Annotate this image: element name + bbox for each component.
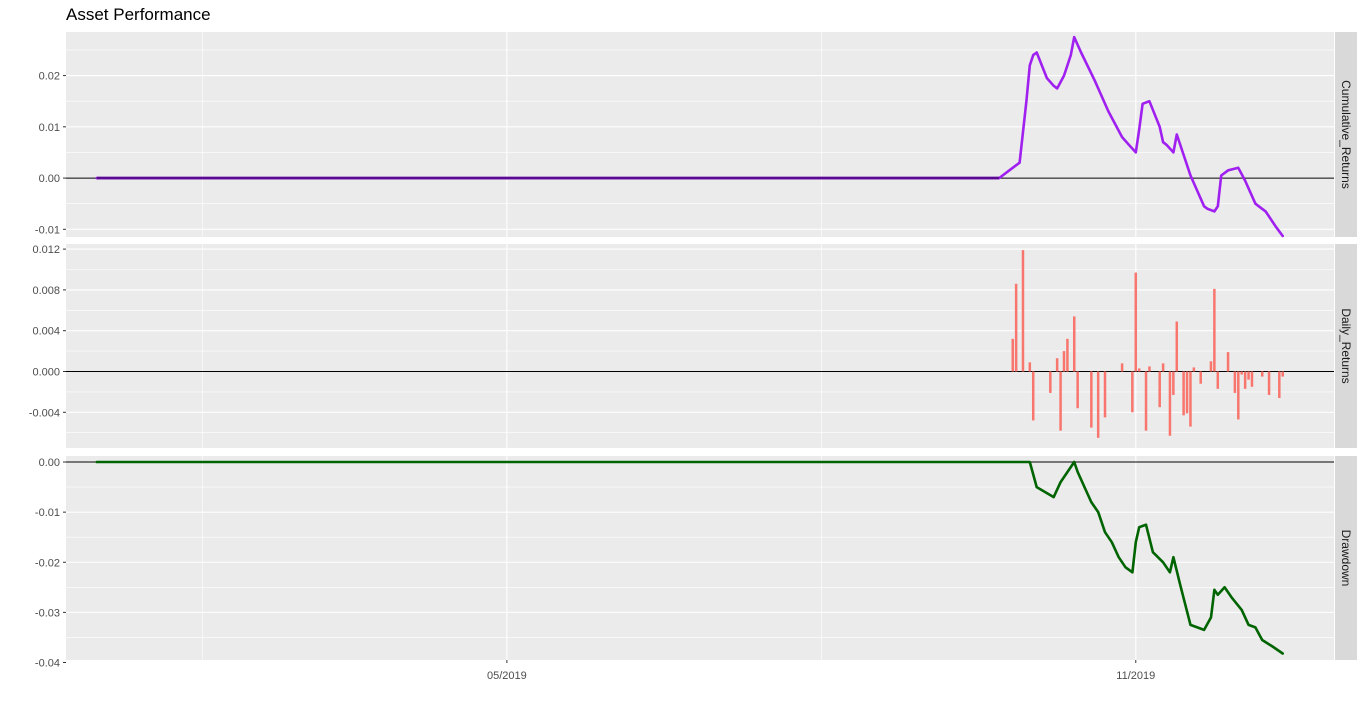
x-tick-label: 05/2019 (487, 670, 527, 682)
daily-return-bar (1028, 362, 1032, 372)
daily-return-bar (1237, 371, 1240, 420)
daily-return-bar (1226, 352, 1230, 372)
y-tick-label: -0.01 (35, 224, 60, 236)
daily-return-bar (1096, 371, 1100, 438)
daily-return-bar (1216, 371, 1220, 389)
panel-2: 0.00 -0.01 -0.02 -0.03 -0.04 Drawdown (35, 456, 1357, 670)
panel-background (66, 456, 1334, 660)
panel-1: 0.012 0.008 0.004 0.000 -0.004 Daily_Returns (29, 244, 1357, 448)
y-tick-label: 0.000 (32, 367, 60, 379)
daily-return-bar (1209, 361, 1213, 372)
daily-return-bar (1182, 371, 1185, 416)
daily-return-bar (1134, 272, 1138, 372)
daily-return-bar (1103, 371, 1107, 418)
y-tick-label: 0.012 (32, 244, 60, 256)
y-tick-label: 0.004 (32, 326, 60, 338)
daily-return-bar (1076, 371, 1079, 409)
daily-return-bar (1161, 363, 1165, 372)
panel-background (66, 32, 1334, 237)
daily-return-bar (1137, 368, 1141, 372)
cumulative-returns-line (95, 35, 1284, 238)
y-tick-label: 0.008 (32, 285, 60, 297)
daily-return-bar (1031, 371, 1035, 421)
daily-return-bar (1168, 371, 1172, 436)
daily-return-bar (1131, 371, 1134, 413)
daily-return-bar (1158, 371, 1161, 408)
daily-return-bar (1055, 358, 1059, 372)
daily-return-bar (1233, 371, 1237, 393)
daily-return-bar (1247, 371, 1250, 380)
daily-return-bar (1062, 351, 1066, 372)
y-tick-label: -0.03 (35, 607, 60, 619)
facet-strip (1335, 32, 1357, 237)
y-tick-label: 0.01 (39, 122, 60, 134)
daily-return-bar (1189, 371, 1192, 427)
daily-return-bar (1192, 367, 1196, 372)
panel-0: 0.02 0.01 0.00 -0.01 Cumulative_Returns (35, 32, 1357, 238)
daily-return-bar (1267, 371, 1271, 395)
daily-return-bar (1250, 371, 1254, 387)
y-tick-label: 0.00 (39, 173, 60, 185)
daily-return-bar (1240, 371, 1243, 375)
drawdown-line (95, 460, 1284, 655)
daily-return-bar (1243, 371, 1247, 389)
facet-strip-label: Daily_Returns (1339, 308, 1353, 383)
daily-return-bar (1021, 250, 1025, 372)
daily-return-bar (1148, 366, 1151, 372)
y-tick-label: -0.004 (29, 407, 60, 419)
y-tick-label: -0.02 (35, 557, 60, 569)
y-tick-label: 0.02 (39, 71, 60, 83)
daily-return-bar (1014, 283, 1018, 372)
daily-return-bar (1281, 371, 1284, 377)
daily-return-bar (1120, 363, 1124, 372)
daily-return-bar (1175, 321, 1179, 372)
daily-return-bar (1072, 316, 1076, 372)
facet-strip-label: Cumulative_Returns (1339, 80, 1353, 189)
facet-strip-label: Drawdown (1339, 530, 1353, 587)
daily-return-bar (1049, 371, 1052, 393)
daily-return-bar (1185, 371, 1189, 414)
facet-strip (1335, 456, 1357, 660)
daily-return-bar (1144, 371, 1148, 431)
facet-strip (1335, 244, 1357, 448)
daily-return-bar (1090, 371, 1093, 428)
daily-return-bar (1066, 338, 1069, 372)
y-tick-label: -0.04 (35, 658, 60, 670)
daily-return-bar (1059, 371, 1062, 431)
daily-return-bar (1278, 371, 1281, 399)
daily-return-bar (1199, 371, 1202, 384)
daily-return-bar (1011, 338, 1014, 372)
daily-return-bar (1172, 371, 1175, 395)
y-tick-label: 0.00 (39, 457, 60, 469)
x-tick-label: 11/2019 (1116, 670, 1155, 682)
daily-return-bar (1260, 371, 1264, 377)
chart-title: Asset Performance (66, 5, 211, 24)
y-tick-label: -0.01 (35, 507, 60, 519)
panel-background (66, 244, 1334, 448)
daily-return-bar (1213, 288, 1216, 372)
